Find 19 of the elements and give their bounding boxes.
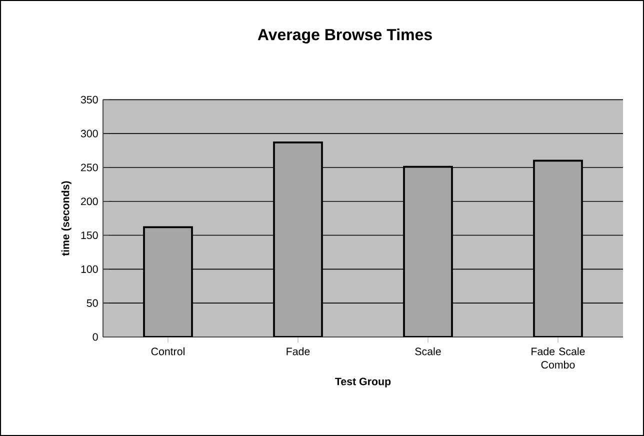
x-tick-label: Scale [415,347,441,356]
y-tick-label: 250 [81,164,98,172]
bar [533,160,583,337]
x-tick-label: Control [151,347,184,356]
bar [143,226,193,337]
y-tick-label: 350 [80,96,98,104]
y-tick-label: 50 [86,299,98,307]
y-axis-title: time (seconds) [61,181,72,256]
y-tick-label: 100 [81,265,98,273]
y-tick-label: 300 [80,130,98,138]
x-tick-label: Fade Scale Combo [532,347,585,369]
x-axis-title: Test Group [335,378,391,388]
x-tick-label: Fade [286,347,310,356]
y-tick-label: 0 [92,333,98,341]
y-tick-label: 200 [81,198,98,206]
bar [273,141,323,337]
y-tick-label: 150 [81,232,98,240]
chart-title: Average Browse Times [258,28,432,44]
bar [403,166,453,337]
